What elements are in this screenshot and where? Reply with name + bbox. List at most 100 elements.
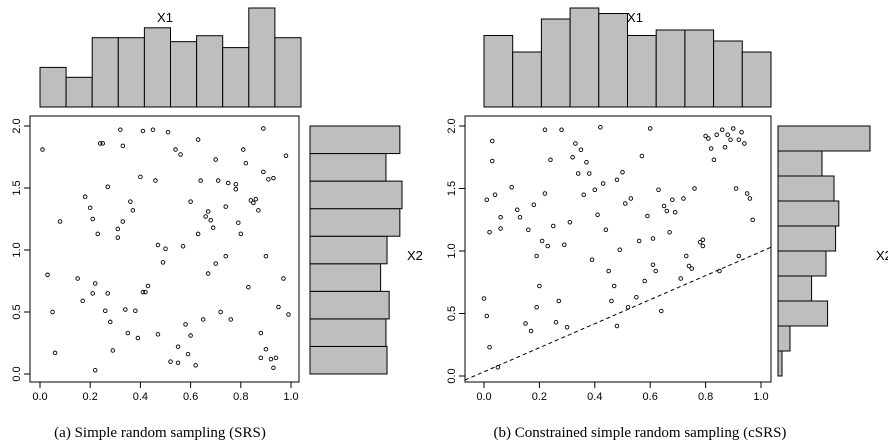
x2-label: X2 (407, 248, 423, 263)
data-point (683, 253, 689, 259)
data-point (57, 219, 63, 224)
y-marginal-bar (777, 350, 783, 377)
data-point (736, 137, 742, 142)
x-marginal-bar (91, 37, 119, 108)
data-point (115, 226, 121, 232)
y-marginal-bar (309, 180, 403, 210)
data-point (213, 261, 218, 266)
data-point (614, 323, 620, 329)
x2-label: X2 (876, 248, 888, 263)
data-point (700, 243, 706, 249)
data-point (153, 178, 158, 183)
panel-srs: 0.0 0.2 0.4 0.6 0.8 1.0 0.0 0.5 1.0 1.5 2.0 X1 X2 (a)… (11, 7, 423, 441)
y-tick-label: 0.0 (446, 368, 458, 383)
data-point (50, 309, 55, 315)
data-point (168, 359, 173, 364)
data-point (281, 276, 286, 281)
data-point (198, 178, 203, 183)
data-point (628, 196, 634, 201)
data-point (664, 208, 670, 214)
data-point (647, 126, 653, 131)
data-point (553, 320, 559, 325)
data-point (703, 133, 708, 139)
data-point (614, 177, 620, 182)
panel-caption: (a) Simple random sampling (SRS) (54, 425, 266, 441)
x-marginal-bar (569, 7, 600, 108)
data-point (183, 322, 188, 327)
data-point (570, 154, 575, 160)
x-marginal-bar (170, 41, 198, 108)
data-point (653, 268, 658, 274)
data-point (258, 330, 264, 336)
data-point (598, 124, 603, 130)
data-point (697, 239, 703, 245)
data-point (130, 208, 136, 213)
data-point (742, 141, 747, 146)
data-point (273, 355, 279, 361)
data-point (135, 335, 141, 341)
data-point (661, 203, 667, 209)
x-marginal-bar (655, 29, 686, 108)
data-point (100, 141, 105, 146)
data-point (678, 276, 683, 281)
data-point (722, 144, 728, 150)
data-point (650, 262, 656, 268)
data-point (165, 129, 171, 135)
data-point (223, 204, 228, 209)
data-point (551, 223, 556, 229)
x-marginal-bar (540, 18, 571, 108)
data-point (205, 271, 211, 276)
x-tick-label: 0.0 (476, 391, 491, 403)
x-marginal-bar (143, 27, 171, 108)
data-point (241, 147, 246, 152)
data-point (40, 147, 45, 152)
data-point (667, 229, 672, 235)
data-point (258, 355, 264, 361)
y-tick-label: 0.0 (11, 366, 23, 381)
x-tick-label: 0.6 (183, 391, 198, 403)
data-point (185, 351, 191, 357)
x-tick-label: 1.0 (753, 391, 768, 403)
data-point (246, 284, 251, 290)
data-point (639, 153, 645, 159)
data-point (200, 317, 206, 322)
data-point (611, 283, 617, 289)
y-tick-label: 1.5 (11, 180, 23, 195)
data-point (105, 184, 111, 190)
y-marginal-bar (309, 345, 388, 375)
panel-csrs: 0.0 0.2 0.4 0.6 0.8 1.0 0.0 0.5 1.0 1.5 2.0 X1 X2 (b)… (446, 7, 888, 441)
data-point (95, 231, 100, 237)
data-point (193, 363, 198, 368)
x-marginal-bar (222, 47, 250, 108)
x-marginal-bar (117, 37, 145, 108)
data-point (163, 246, 168, 252)
data-point (636, 238, 642, 244)
data-point (203, 214, 208, 219)
data-point (283, 153, 289, 159)
data-point (526, 227, 531, 232)
y-marginal-bar (777, 225, 837, 252)
data-point (725, 132, 731, 137)
data-point (145, 283, 151, 289)
data-point (228, 317, 234, 322)
data-point (238, 231, 244, 237)
data-point (531, 202, 537, 207)
data-point (120, 219, 126, 224)
data-point (714, 132, 719, 137)
data-point (584, 159, 589, 165)
data-point (603, 227, 609, 232)
data-point (692, 186, 697, 191)
data-point (128, 199, 133, 204)
data-point (115, 235, 121, 240)
y-tick-label: 1.5 (446, 181, 458, 196)
data-point (140, 128, 146, 134)
y-tick-label: 2.0 (446, 118, 458, 133)
data-point (123, 307, 128, 312)
y-marginal-bar (309, 208, 401, 237)
y-marginal-bar (309, 290, 390, 320)
data-point (118, 127, 123, 132)
x-tick-label: 1.0 (283, 391, 298, 403)
y-marginal-bar (777, 250, 827, 277)
data-point (595, 212, 600, 217)
y-marginal-bar (777, 150, 823, 177)
